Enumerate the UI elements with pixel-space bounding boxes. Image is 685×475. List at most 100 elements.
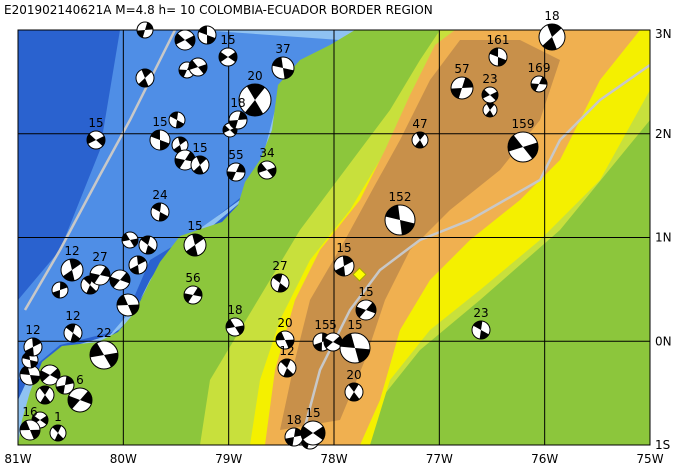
beachball xyxy=(333,255,355,277)
ball-compression xyxy=(227,163,245,181)
beachball xyxy=(109,269,131,291)
ball-compression xyxy=(245,83,265,116)
depth-label: 15 xyxy=(88,116,103,130)
ball-compression xyxy=(20,420,40,440)
beachball xyxy=(116,293,140,317)
lat-label: 1N xyxy=(655,231,672,245)
lon-label: 76W xyxy=(531,452,558,466)
beachball xyxy=(135,68,155,88)
depth-label: 15 xyxy=(358,285,373,299)
depth-label: 15 xyxy=(305,406,320,420)
ball-compression xyxy=(340,333,370,363)
depth-label: 23 xyxy=(473,306,488,320)
ball-compression xyxy=(272,273,288,292)
beachball xyxy=(67,387,93,413)
beachball xyxy=(218,47,238,67)
ball-compression xyxy=(198,26,216,44)
depth-label: 1 xyxy=(54,410,62,424)
beachball xyxy=(225,317,245,337)
lat-label: 1S xyxy=(655,438,670,452)
beachball xyxy=(89,264,111,286)
beachball xyxy=(384,204,416,236)
beachball xyxy=(150,202,170,222)
depth-label: 15 xyxy=(314,318,329,332)
ball-compression xyxy=(90,342,118,368)
ball-compression xyxy=(130,256,146,274)
ball-compression xyxy=(39,386,51,404)
lat-label: 3N xyxy=(655,27,672,41)
beachball xyxy=(275,330,295,350)
ball-compression xyxy=(301,426,326,440)
depth-label: 161 xyxy=(487,33,510,47)
ball-compression xyxy=(138,69,152,87)
ball-compression xyxy=(56,376,74,394)
beachball xyxy=(271,56,295,80)
lon-label: 75W xyxy=(636,452,663,466)
peaks xyxy=(280,40,560,430)
ball-compression xyxy=(117,294,139,316)
beachball xyxy=(86,130,106,150)
ball-compression xyxy=(473,321,489,339)
beachball xyxy=(51,281,69,299)
beachball xyxy=(344,382,364,402)
lat-label: 2N xyxy=(655,127,672,141)
ball-compression xyxy=(489,48,507,66)
ball-compression xyxy=(87,133,105,147)
ball-compression xyxy=(280,359,294,378)
depth-label: 15 xyxy=(187,219,202,233)
ball-compression xyxy=(186,233,204,257)
beachball xyxy=(257,160,277,180)
beachball xyxy=(270,273,290,293)
beachball xyxy=(300,420,326,446)
ball-compression xyxy=(272,57,294,79)
beachball xyxy=(411,131,429,149)
ball-compression xyxy=(348,383,360,401)
beachball xyxy=(23,337,43,357)
depth-label: 12 xyxy=(65,309,80,323)
beachball xyxy=(35,385,55,405)
depth-label: 20 xyxy=(277,316,292,330)
beachball xyxy=(128,255,148,275)
ball-compression xyxy=(174,151,195,169)
ball-dilatation xyxy=(35,385,55,405)
beachball xyxy=(228,110,248,130)
beachball xyxy=(19,419,41,441)
ball-compression xyxy=(481,89,498,101)
ball-compression xyxy=(24,338,42,357)
ball-compression xyxy=(52,282,68,298)
ball-compression xyxy=(226,319,244,335)
ball-compression xyxy=(507,135,538,159)
ball-compression xyxy=(218,51,237,63)
ball-compression xyxy=(137,22,153,38)
beachball xyxy=(60,258,84,282)
beachball xyxy=(482,102,498,118)
ball-compression xyxy=(90,266,110,284)
ball-compression xyxy=(324,336,342,348)
trench xyxy=(23,30,177,311)
ball-compression xyxy=(52,425,64,441)
depth-label: 47 xyxy=(412,117,427,131)
beachball xyxy=(238,83,272,117)
beachball xyxy=(49,424,67,442)
ball-compression xyxy=(150,130,170,150)
ball-compression xyxy=(173,137,187,153)
beachball xyxy=(355,299,377,321)
beachball xyxy=(530,75,548,93)
beachball xyxy=(507,131,539,163)
depth-label: 24 xyxy=(152,188,167,202)
depth-label: 20 xyxy=(346,368,361,382)
ball-compression xyxy=(122,233,138,247)
ball-compression xyxy=(109,272,131,288)
lat-label: 0N xyxy=(655,334,672,348)
beachball xyxy=(488,47,508,67)
depth-label: 152 xyxy=(389,190,412,204)
beachball xyxy=(174,29,196,51)
beachball xyxy=(149,129,171,151)
ball-compression xyxy=(542,24,562,51)
depth-label: 18 xyxy=(286,413,301,427)
ball-compression xyxy=(175,33,195,47)
ball-compression xyxy=(485,103,495,117)
depth-label: 18 xyxy=(227,303,242,317)
beachball xyxy=(190,155,210,175)
beachball xyxy=(183,285,203,305)
